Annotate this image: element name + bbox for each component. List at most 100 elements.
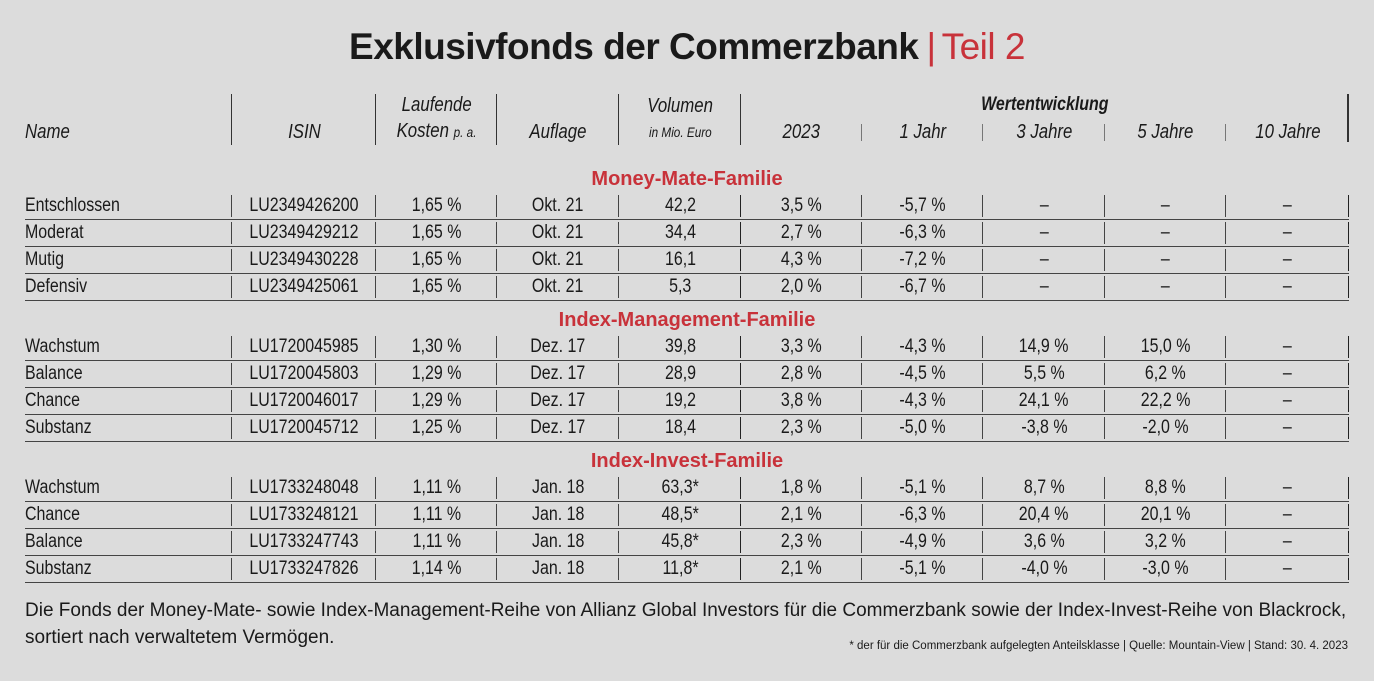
cell-3-jahre: 20,4 % xyxy=(983,502,1105,528)
cell-2023: 2,3 % xyxy=(741,529,862,555)
cell-kosten: 1,25 % xyxy=(376,415,497,441)
cell-10-jahre: – xyxy=(1226,361,1349,387)
cell-2023: 3,5 % xyxy=(741,193,862,219)
col-1-jahr: 1 Jahr xyxy=(862,92,983,147)
cell-kosten: 1,65 % xyxy=(376,193,497,219)
cell-name: Substanz xyxy=(25,415,232,441)
table-row: Mutig LU2349430228 1,65 % Okt. 21 16,1 4,3 % -… xyxy=(25,247,1349,274)
col-2023: 2023 xyxy=(741,92,862,147)
cell-isin: LU1720046017 xyxy=(232,388,376,414)
cell-volumen: 11,8* xyxy=(619,556,741,582)
cell-2023: 4,3 % xyxy=(741,247,862,273)
cell-3-jahre: 24,1 % xyxy=(983,388,1105,414)
table-row: Chance LU1733248121 1,11 % Jan. 18 48,5* 2,1 … xyxy=(25,502,1349,529)
cell-5-jahre: -2,0 % xyxy=(1105,415,1226,441)
cell-5-jahre: – xyxy=(1105,274,1226,300)
cell-5-jahre: 20,1 % xyxy=(1105,502,1226,528)
col-volumen: Volumen in Mio. Euro xyxy=(619,92,741,147)
cell-1-jahr: -5,0 % xyxy=(862,415,983,441)
section-table: Wachstum LU1720045985 1,30 % Dez. 17 39,8 3,3… xyxy=(25,334,1349,442)
cell-1-jahr: -5,1 % xyxy=(862,556,983,582)
cell-5-jahre: 22,2 % xyxy=(1105,388,1226,414)
cell-1-jahr: -6,3 % xyxy=(862,220,983,246)
cell-1-jahr: -4,3 % xyxy=(862,388,983,414)
cell-3-jahre: – xyxy=(983,247,1105,273)
cell-auflage: Okt. 21 xyxy=(497,193,619,219)
cell-isin: LU1733248121 xyxy=(232,502,376,528)
cell-name: Chance xyxy=(25,388,232,414)
table-row: Chance LU1720046017 1,29 % Dez. 17 19,2 3,8 %… xyxy=(25,388,1349,415)
cell-5-jahre: 15,0 % xyxy=(1105,334,1226,360)
cell-auflage: Okt. 21 xyxy=(497,247,619,273)
table-row: Wachstum LU1733248048 1,11 % Jan. 18 63,3* 1,… xyxy=(25,475,1349,502)
cell-auflage: Jan. 18 xyxy=(497,475,619,501)
cell-isin: LU1720045985 xyxy=(232,334,376,360)
cell-kosten: 1,30 % xyxy=(376,334,497,360)
cell-kosten: 1,14 % xyxy=(376,556,497,582)
cell-10-jahre: – xyxy=(1226,247,1349,273)
section-title: Index-Invest-Familie xyxy=(590,450,784,472)
wertentwicklung-header: Wertentwicklung xyxy=(980,94,1109,115)
cell-5-jahre: – xyxy=(1105,220,1226,246)
table-row: Balance LU1720045803 1,29 % Dez. 17 28,9 2,8 … xyxy=(25,361,1349,388)
cell-2023: 3,8 % xyxy=(741,388,862,414)
cell-isin: LU1733247743 xyxy=(232,529,376,555)
cell-isin: LU1720045803 xyxy=(232,361,376,387)
title-main: Exklusivfonds der Commerzbank xyxy=(349,26,919,67)
cell-1-jahr: -5,1 % xyxy=(862,475,983,501)
cell-10-jahre: – xyxy=(1226,415,1349,441)
col-5-jahre: 5 Jahre xyxy=(1105,92,1226,147)
table-row: Moderat LU2349429212 1,65 % Okt. 21 34,4 2,7 … xyxy=(25,220,1349,247)
cell-auflage: Dez. 17 xyxy=(497,334,619,360)
cell-name: Wachstum xyxy=(25,475,232,501)
cell-1-jahr: -5,7 % xyxy=(862,193,983,219)
cell-name: Mutig xyxy=(25,247,232,273)
cell-3-jahre: – xyxy=(983,193,1105,219)
cell-2023: 2,0 % xyxy=(741,274,862,300)
cell-10-jahre: – xyxy=(1226,388,1349,414)
section-title: Index-Management-Familie xyxy=(558,309,816,331)
cell-volumen: 18,4 xyxy=(619,415,741,441)
cell-auflage: Dez. 17 xyxy=(497,388,619,414)
cell-name: Moderat xyxy=(25,220,232,246)
cell-5-jahre: 3,2 % xyxy=(1105,529,1226,555)
cell-name: Wachstum xyxy=(25,334,232,360)
table-header: Name ISIN Laufende Kosten p. a. Auflage V… xyxy=(25,92,1349,147)
cell-auflage: Okt. 21 xyxy=(497,274,619,300)
cell-isin: LU2349429212 xyxy=(232,220,376,246)
cell-10-jahre: – xyxy=(1226,529,1349,555)
cell-2023: 2,1 % xyxy=(741,502,862,528)
footer-text: Die Fonds der Money-Mate- sowie Index-Ma… xyxy=(25,600,1347,648)
cell-volumen: 5,3 xyxy=(619,274,741,300)
col-kosten: Laufende Kosten p. a. xyxy=(376,92,497,147)
cell-auflage: Jan. 18 xyxy=(497,529,619,555)
cell-volumen: 28,9 xyxy=(619,361,741,387)
col-auflage: Auflage xyxy=(497,92,619,147)
cell-10-jahre: – xyxy=(1226,502,1349,528)
cell-10-jahre: – xyxy=(1226,274,1349,300)
col-3-jahre: 3 Jahre xyxy=(983,92,1105,147)
col-10-jahre: 10 Jahre xyxy=(1254,121,1321,143)
cell-10-jahre: – xyxy=(1226,556,1349,582)
cell-kosten: 1,29 % xyxy=(376,361,497,387)
cell-volumen: 16,1 xyxy=(619,247,741,273)
table-row: Wachstum LU1720045985 1,30 % Dez. 17 39,8 3,3… xyxy=(25,334,1349,361)
cell-10-jahre: – xyxy=(1226,193,1349,219)
section-table: Wachstum LU1733248048 1,11 % Jan. 18 63,3* 1,… xyxy=(25,475,1349,583)
cell-5-jahre: 6,2 % xyxy=(1105,361,1226,387)
cell-isin: LU2349426200 xyxy=(232,193,376,219)
cell-name: Defensiv xyxy=(25,274,232,300)
footnote: * der für die Commerzbank aufgelegten An… xyxy=(849,640,1348,652)
cell-kosten: 1,65 % xyxy=(376,274,497,300)
cell-10-jahre: – xyxy=(1226,334,1349,360)
cell-2023: 1,8 % xyxy=(741,475,862,501)
cell-kosten: 1,29 % xyxy=(376,388,497,414)
cell-5-jahre: 8,8 % xyxy=(1105,475,1226,501)
cell-name: Substanz xyxy=(25,556,232,582)
cell-1-jahr: -4,3 % xyxy=(862,334,983,360)
cell-isin: LU1733247826 xyxy=(232,556,376,582)
cell-auflage: Dez. 17 xyxy=(497,361,619,387)
cell-volumen: 45,8* xyxy=(619,529,741,555)
table-row: Entschlossen LU2349426200 1,65 % Okt. 21 42,… xyxy=(25,193,1349,220)
cell-name: Balance xyxy=(25,529,232,555)
